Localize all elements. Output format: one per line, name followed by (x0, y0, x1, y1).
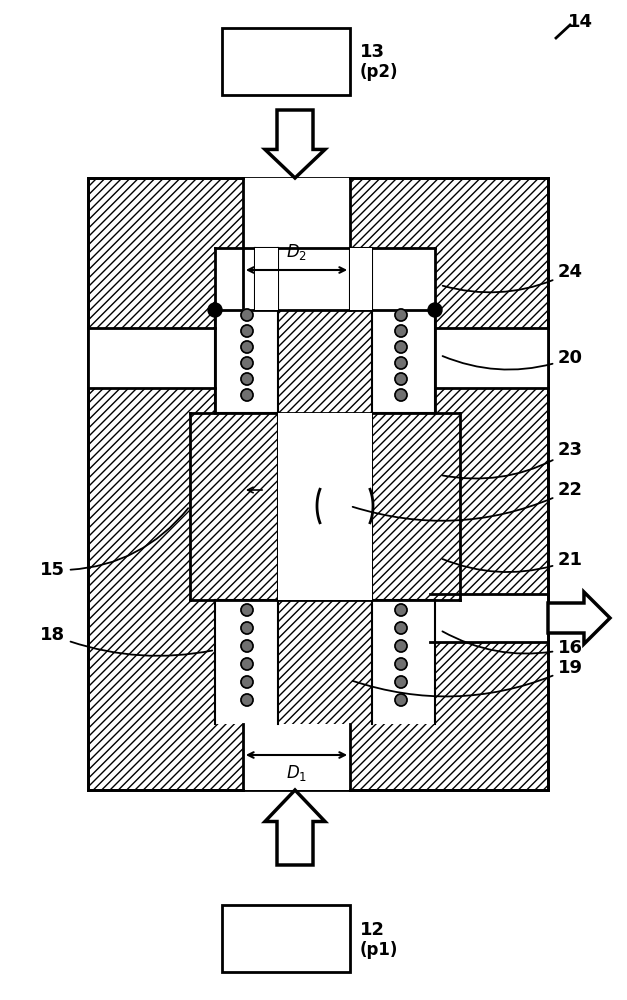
Text: 16: 16 (443, 631, 583, 657)
Circle shape (241, 325, 253, 337)
Bar (190, 413, 460, 600)
Polygon shape (265, 790, 325, 865)
Bar (215, 310, 278, 413)
Text: 19: 19 (352, 659, 583, 696)
Circle shape (395, 640, 407, 652)
Circle shape (395, 389, 407, 401)
Circle shape (241, 357, 253, 369)
Text: 24: 24 (443, 263, 583, 292)
Circle shape (395, 676, 407, 688)
Circle shape (241, 341, 253, 353)
Text: $D_2$: $D_2$ (286, 242, 307, 262)
Bar (372, 310, 435, 413)
Circle shape (395, 694, 407, 706)
Circle shape (241, 676, 253, 688)
Bar (88, 178, 548, 790)
Circle shape (395, 357, 407, 369)
Text: 14: 14 (568, 13, 593, 31)
Text: (p2): (p2) (360, 63, 399, 81)
Bar (222, 905, 350, 972)
Text: 22: 22 (352, 481, 583, 521)
Circle shape (395, 622, 407, 634)
Bar (350, 248, 372, 310)
Bar (278, 413, 372, 600)
Circle shape (208, 303, 222, 317)
Polygon shape (265, 110, 325, 178)
Circle shape (241, 622, 253, 634)
Polygon shape (548, 592, 610, 644)
Text: 12: 12 (360, 921, 385, 939)
Circle shape (395, 604, 407, 616)
Circle shape (241, 389, 253, 401)
Text: 23: 23 (443, 441, 583, 479)
Circle shape (241, 373, 253, 385)
Text: 21: 21 (443, 551, 583, 572)
Bar (255, 248, 278, 310)
Circle shape (241, 640, 253, 652)
Bar (222, 28, 350, 95)
Circle shape (395, 658, 407, 670)
Circle shape (428, 303, 442, 317)
Bar (88, 328, 215, 388)
Circle shape (395, 373, 407, 385)
Bar (430, 594, 548, 642)
Text: 13: 13 (360, 43, 385, 61)
Bar (190, 413, 460, 600)
Text: 18: 18 (40, 626, 213, 656)
Circle shape (241, 694, 253, 706)
Bar (435, 328, 548, 388)
Bar (88, 178, 548, 790)
Bar (215, 248, 435, 310)
Circle shape (395, 325, 407, 337)
Bar (215, 600, 278, 724)
Circle shape (395, 341, 407, 353)
Circle shape (241, 309, 253, 321)
Text: (p1): (p1) (360, 941, 398, 959)
Bar (372, 600, 435, 724)
Circle shape (241, 658, 253, 670)
Circle shape (241, 604, 253, 616)
Text: 15: 15 (40, 508, 188, 579)
Text: $D_1$: $D_1$ (286, 763, 307, 783)
Bar (243, 724, 350, 790)
Bar (243, 178, 350, 248)
Circle shape (395, 309, 407, 321)
Text: 20: 20 (443, 349, 583, 370)
